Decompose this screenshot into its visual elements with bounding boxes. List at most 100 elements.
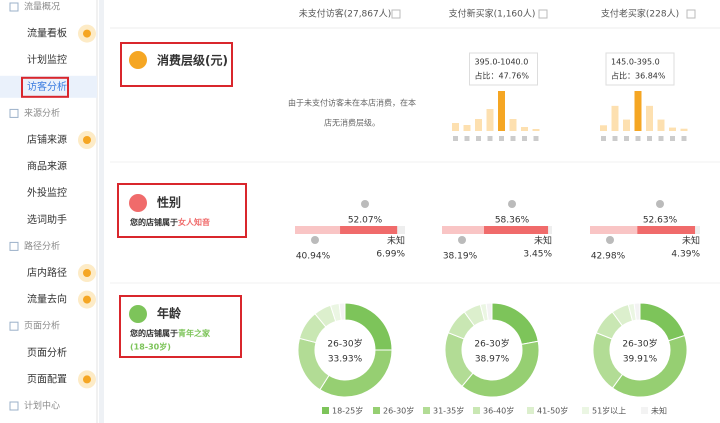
donut-center-label: 26-30岁	[327, 338, 362, 350]
gender-segment	[295, 226, 341, 234]
tooltip-share: 占比：36.84%	[611, 71, 666, 81]
tooltip-share: 占比：47.76%	[475, 71, 530, 81]
legend-swatch	[473, 407, 480, 414]
donut-segment	[461, 340, 540, 398]
donut-center-label: 26-30岁	[622, 338, 657, 350]
gender-top-value: 52.63%	[643, 216, 678, 226]
donut-segment	[297, 337, 330, 391]
gender-top-value: 52.07%	[348, 216, 383, 226]
gender-unknown-label: 未知	[387, 235, 405, 247]
badge	[83, 269, 91, 277]
gender-segment	[484, 226, 549, 234]
person-icon	[361, 200, 369, 208]
bar-icon	[487, 136, 493, 141]
active-item-box	[21, 76, 69, 98]
highlight-box	[119, 295, 242, 358]
sidebar-item[interactable]: 页面配置	[27, 373, 67, 385]
gender-segment	[397, 226, 405, 234]
column-header: 支付老买家(228人)	[601, 8, 679, 20]
section-title: 性别	[156, 195, 181, 210]
bar-icon	[522, 136, 527, 141]
sidebar-item[interactable]: 店铺来源	[27, 133, 67, 146]
help-icon	[391, 9, 401, 19]
donut-segment	[592, 332, 624, 389]
gender-unknown-label: 未知	[534, 235, 552, 247]
donut-segment	[338, 302, 346, 321]
bar	[498, 91, 505, 131]
donut-center-label: 26-30岁	[474, 338, 509, 350]
column-header: 未支付访客(27,867人)	[299, 8, 392, 20]
sidebar-group: 页面分析	[24, 320, 60, 332]
bar	[532, 129, 540, 131]
gender-unknown-value: 4.39%	[671, 250, 700, 260]
gender-top-value: 58.36%	[495, 216, 530, 226]
sidebar-item[interactable]: 选词助手	[27, 213, 67, 226]
column-header: 支付新买家(1,160人)	[449, 8, 536, 20]
text-part: 青年之家	[178, 328, 211, 338]
section-title: 消费层级(元)	[157, 53, 228, 68]
gender-segment	[637, 226, 696, 234]
group-icon	[9, 108, 19, 118]
gender-unknown-value: 3.45%	[523, 250, 552, 260]
donut-segment	[639, 302, 686, 342]
legend-swatch	[527, 407, 534, 414]
sidebar-item[interactable]: 外投监控	[27, 186, 67, 199]
donut-segment	[485, 302, 493, 321]
legend-label: 41-50岁	[537, 406, 568, 416]
bar	[452, 123, 459, 131]
badge	[83, 29, 91, 38]
bar	[634, 91, 642, 131]
bar	[646, 105, 653, 131]
text-part: 您的店铺属于	[130, 328, 178, 338]
gender-left-value: 42.98%	[591, 252, 626, 262]
badge	[83, 136, 91, 144]
tooltip-range: 395.0-1040.0	[475, 58, 529, 67]
group-icon	[9, 401, 19, 411]
bar-icon	[635, 136, 641, 141]
gender-unknown-label: 未知	[682, 235, 700, 247]
sidebar-item[interactable]: 访客分析	[27, 80, 67, 93]
section-desc: (18-30岁)	[130, 342, 171, 352]
bar-icon	[681, 136, 687, 141]
bar	[657, 119, 665, 131]
bar-icon	[499, 136, 504, 141]
sidebar-bg	[0, 0, 97, 423]
legend-swatch	[641, 407, 648, 414]
sidebar-item[interactable]: 计划监控	[27, 53, 67, 66]
gender-left-value: 40.94%	[296, 252, 331, 262]
bar-icon	[612, 136, 618, 141]
legend-swatch	[322, 407, 329, 414]
bar	[600, 125, 607, 131]
legend-swatch	[582, 407, 589, 414]
legend-label: 18-25岁	[332, 406, 363, 416]
tooltip	[469, 52, 538, 86]
sidebar-item[interactable]: 页面分析	[27, 346, 67, 359]
bar	[509, 119, 517, 131]
person-icon	[606, 236, 614, 244]
note: 店无消费层级。	[324, 118, 380, 128]
section-desc: 您的店铺属于女人知音	[130, 217, 210, 227]
sidebar-item[interactable]: 流量看板	[27, 27, 67, 40]
highlight-box	[117, 183, 247, 238]
gender-segment	[590, 226, 638, 234]
donut-center-value: 33.93%	[328, 355, 363, 365]
bar-icon	[510, 136, 516, 141]
sidebar-item[interactable]: 流量去向	[27, 293, 67, 306]
gender-left-value: 38.19%	[443, 252, 478, 262]
gender-segment	[548, 226, 552, 234]
person-icon	[508, 200, 516, 208]
spending-icon	[129, 51, 147, 69]
bar	[463, 125, 471, 131]
bar-icon	[658, 136, 664, 141]
sidebar-item[interactable]: 店内路径	[27, 266, 67, 279]
bar-icon	[453, 136, 458, 141]
gender-icon	[129, 194, 147, 212]
legend-label: 36-40岁	[483, 406, 514, 416]
bar-icon	[601, 136, 606, 141]
note: 由于未支付访客未在本店消费，在本	[288, 98, 416, 108]
section-title: 年龄	[157, 306, 182, 321]
legend-label: 51岁以上	[592, 406, 626, 416]
sidebar-item[interactable]: 商品来源	[27, 160, 67, 173]
